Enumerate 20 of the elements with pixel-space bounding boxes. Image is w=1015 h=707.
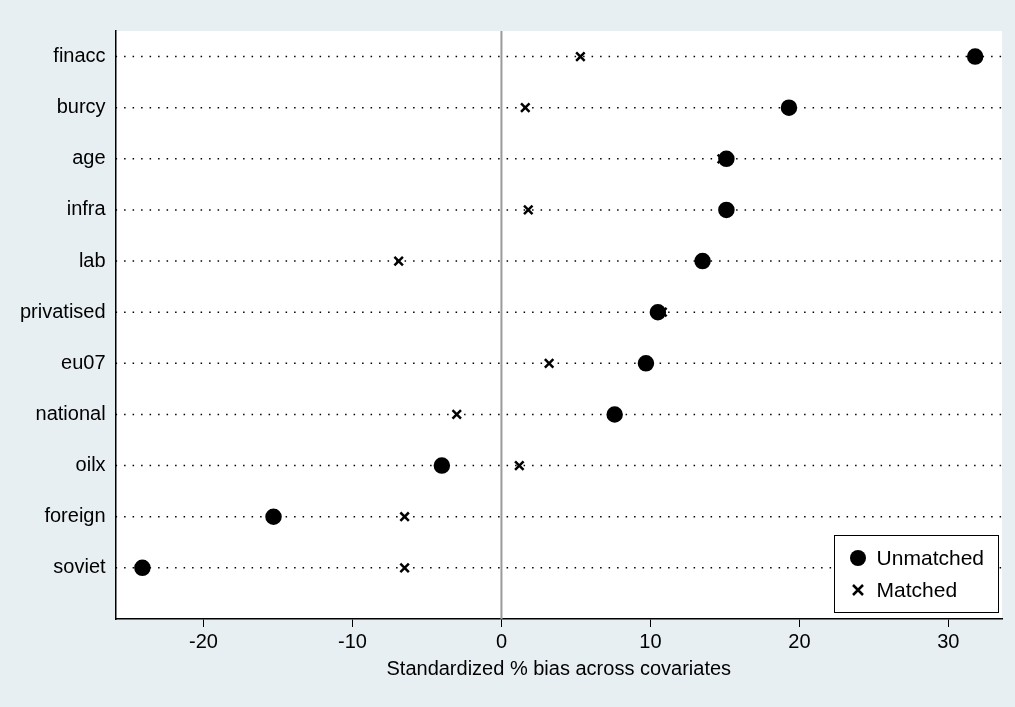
y-tick-label: finacc (53, 44, 106, 67)
y-tick-label: infra (66, 197, 107, 220)
x-tick-label: 0 (495, 629, 507, 652)
x-tick-label: 20 (788, 629, 811, 652)
x-axis-title: Standardized % bias across covariates (386, 656, 732, 679)
legend-label: Matched (876, 578, 958, 602)
y-tick-label: eu07 (61, 350, 106, 373)
y-tick-label: national (35, 401, 106, 424)
x-tick-label: 30 (937, 629, 960, 652)
y-tick-label: age (72, 146, 106, 169)
legend-label: Unmatched (876, 546, 984, 570)
y-tick-label: oilx (75, 453, 106, 476)
y-tick-label: lab (78, 248, 106, 271)
y-tick-label: soviet (53, 555, 107, 578)
x-tick-label: -20 (189, 629, 218, 652)
y-tick-label: burcy (56, 95, 106, 118)
y-tick-label: foreign (44, 504, 106, 527)
y-tick-label: privatised (19, 299, 106, 322)
x-tick-label: -10 (338, 629, 367, 652)
x-tick-label: 10 (639, 629, 662, 652)
